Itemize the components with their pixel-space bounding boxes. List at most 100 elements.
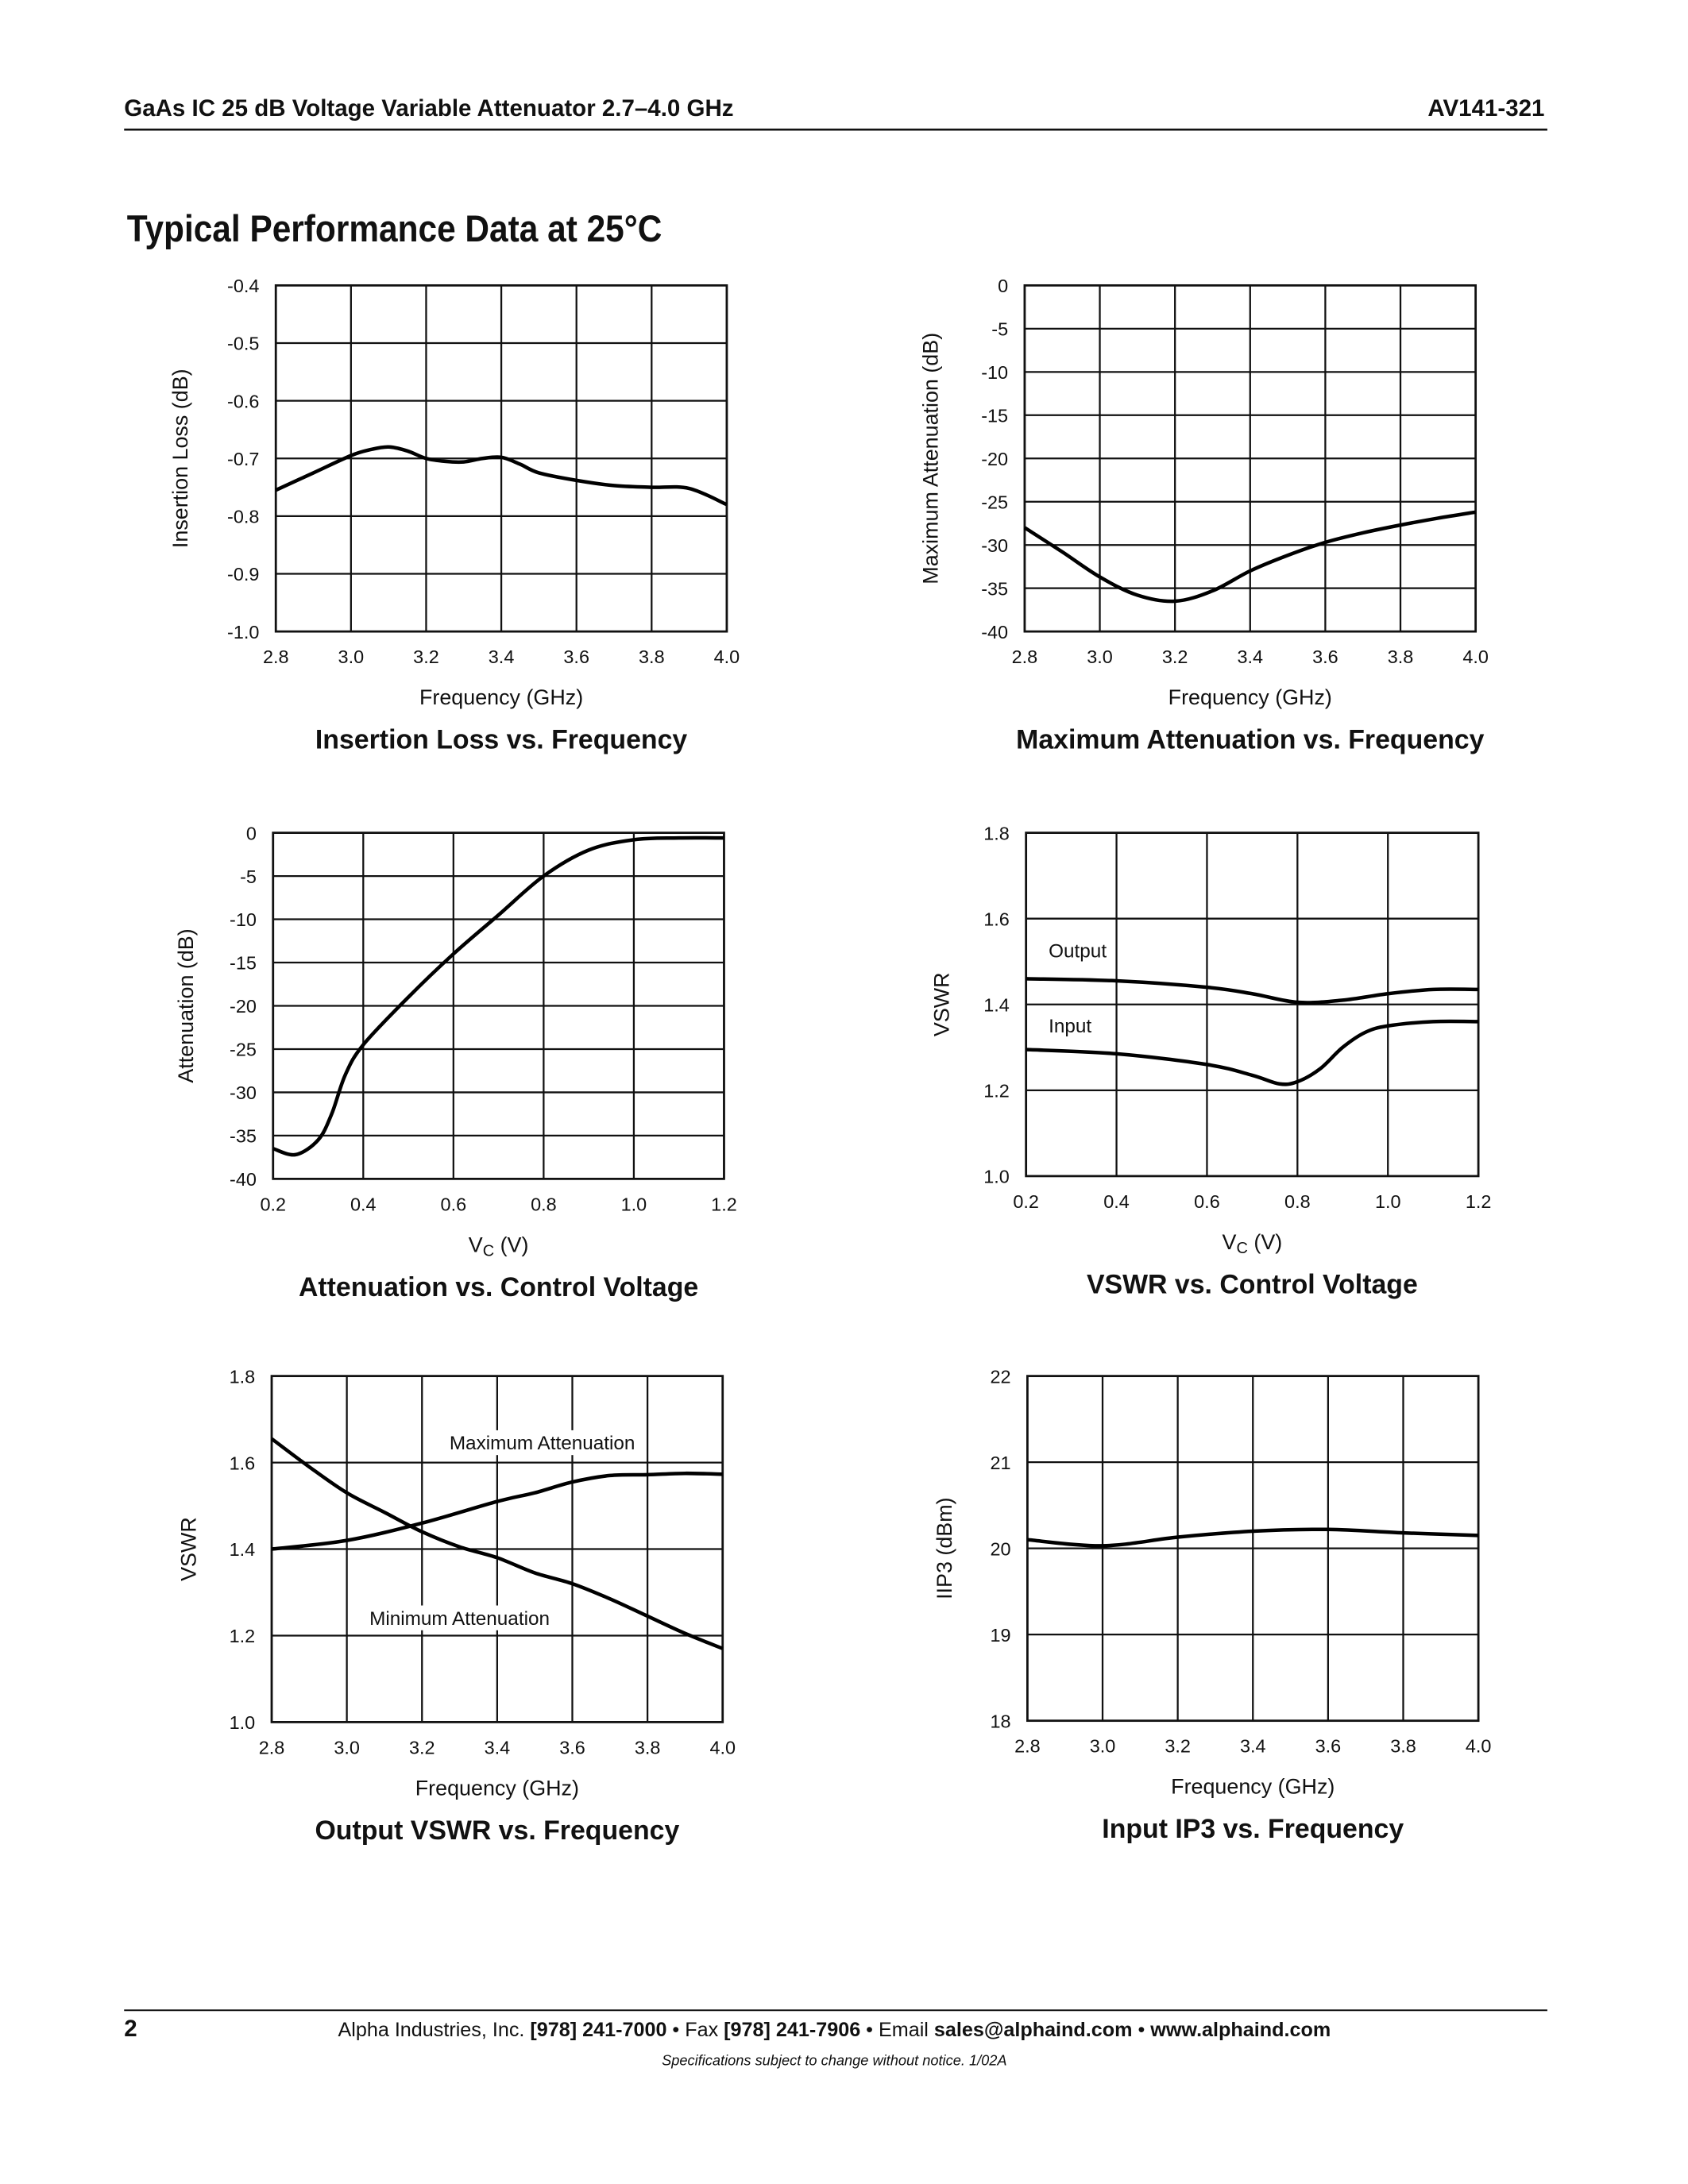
plot-frame (1025, 832, 1480, 1178)
x-axis-label: Frequency (GHz) (1168, 685, 1332, 709)
chart-title: VSWR vs. Control Voltage (1087, 1269, 1418, 1299)
x-tick-label: 2.8 (259, 1737, 285, 1758)
y-tick-label: -10 (230, 909, 257, 930)
x-tick-label: 3.2 (1162, 646, 1188, 667)
x-tick-label: 3.2 (409, 1737, 435, 1758)
separator: • (1133, 2019, 1151, 2041)
x-tick-label: 3.6 (559, 1737, 585, 1758)
y-tick-label: -0.8 (227, 507, 259, 527)
footer-note: Specifications subject to change without… (662, 2053, 1006, 2069)
y-tick-label: -5 (991, 319, 1008, 340)
series-label: Minimum Attenuation (369, 1608, 550, 1630)
x-tick-label: 0.6 (1194, 1191, 1220, 1212)
series-line (1023, 510, 1476, 604)
x-tick-label: 3.2 (1165, 1736, 1191, 1757)
x-axis-label: Frequency (GHz) (1171, 1775, 1335, 1799)
page-number: 2 (124, 2016, 137, 2042)
x-tick-label: 4.0 (1466, 1736, 1492, 1757)
x-tick-label: 3.4 (1238, 646, 1264, 667)
x-tick-label: 3.6 (1315, 1736, 1342, 1757)
y-tick-label: 0 (998, 276, 1008, 296)
label-background (359, 1605, 560, 1630)
x-tick-label: 2.8 (1012, 646, 1038, 667)
x-axis-label: VC (V) (1223, 1230, 1283, 1257)
chart-4: 0.2 0.4 0.6 0.8 1.0 1.2 1.0 1.2 1.4 1.6 1.8 Output I… (929, 823, 1491, 1299)
y-tick-label: 1.4 (230, 1539, 256, 1560)
x-tick-label: 2.8 (1014, 1736, 1041, 1757)
y-tick-label: -0.6 (227, 391, 259, 411)
x-tick-label: 1.2 (711, 1194, 737, 1214)
y-tick-label: 1.8 (983, 823, 1010, 843)
y-tick-label: 1.2 (230, 1626, 256, 1646)
email-link[interactable]: sales@alphaind.com (934, 2019, 1133, 2041)
x-tick-label: 3.8 (1388, 646, 1414, 667)
y-tick-label: 21 (991, 1453, 1011, 1473)
fax-number: [978] 241-7906 (724, 2019, 860, 2041)
x-axis-label-main: V (1223, 1230, 1237, 1254)
y-tick-label: -40 (230, 1169, 257, 1190)
x-axis-label: Frequency (GHz) (419, 685, 583, 709)
y-axis-label: Attenuation (dB) (174, 928, 198, 1082)
series-line (1026, 977, 1479, 1005)
x-tick-label: 0.8 (1284, 1191, 1311, 1212)
x-tick-label: 4.0 (1462, 646, 1489, 667)
x-tick-label: 2.8 (263, 646, 289, 667)
y-tick-label: -5 (240, 866, 257, 887)
y-tick-label: 22 (991, 1366, 1011, 1387)
y-tick-label: 1.0 (230, 1712, 256, 1733)
chart-1: 2.8 3.0 3.2 3.4 3.6 3.8 4.0 -1.0 -0.9 -0.8 -0.7 -0.… (168, 276, 740, 755)
chart-title: Input IP3 vs. Frequency (1102, 1814, 1404, 1844)
series-label: Maximum Attenuation (450, 1433, 635, 1454)
website-link[interactable]: www.alphaind.com (1149, 2019, 1331, 2041)
x-tick-label: 3.0 (1087, 646, 1113, 667)
plot-frame (1023, 284, 1477, 633)
chart-5: 2.8 3.0 3.2 3.4 3.6 3.8 4.0 1.0 1.2 1.4 1.6 1.8 Maxi… (177, 1366, 736, 1846)
y-tick-label: -1.0 (227, 622, 259, 642)
y-axis-label: VSWR (929, 972, 953, 1036)
x-tick-label: 0.6 (441, 1194, 467, 1214)
y-tick-label: 1.6 (983, 909, 1010, 929)
y-tick-label: -20 (230, 996, 257, 1017)
series-line (272, 835, 724, 1157)
label-background (442, 1430, 643, 1456)
y-tick-label: 19 (991, 1625, 1011, 1646)
series-label: Output (1049, 940, 1107, 962)
chart-title: Attenuation vs. Control Voltage (299, 1272, 698, 1302)
x-tick-label: 3.6 (563, 646, 589, 667)
company-name: Alpha Industries, Inc. (338, 2019, 530, 2041)
plot-frame (1026, 1375, 1480, 1723)
x-tick-label: 3.8 (1390, 1736, 1416, 1757)
chart-title: Maximum Attenuation vs. Frequency (1016, 725, 1484, 755)
x-axis-label-main: V (469, 1233, 483, 1256)
chart-title: Insertion Loss vs. Frequency (315, 725, 687, 755)
y-tick-label: -20 (981, 449, 1008, 469)
series-line (275, 445, 728, 507)
chart-6: 2.8 3.0 3.2 3.4 3.6 3.8 4.0 18 19 20 21 22 Frequency… (933, 1366, 1491, 1844)
x-tick-label: 1.2 (1466, 1191, 1492, 1212)
y-tick-label: -10 (981, 362, 1008, 383)
y-tick-label: -0.4 (227, 276, 259, 296)
x-tick-label: 0.4 (1103, 1191, 1130, 1212)
email-label: • Email (860, 2019, 934, 2041)
series-line (1026, 1019, 1479, 1086)
y-tick-label: -0.5 (227, 334, 259, 354)
x-axis-label-unit: (V) (1248, 1230, 1282, 1254)
x-tick-label: 0.4 (350, 1194, 377, 1214)
phone-number: [978] 241-7000 (530, 2019, 666, 2041)
y-tick-label: 1.6 (230, 1453, 256, 1473)
x-tick-label: 1.0 (1375, 1191, 1401, 1212)
y-axis-label: Insertion Loss (dB) (168, 369, 192, 548)
x-tick-label: 3.8 (635, 1737, 661, 1758)
chart-title: Output VSWR vs. Frequency (315, 1815, 679, 1846)
x-tick-label: 3.4 (489, 646, 515, 667)
y-axis-label: IIP3 (dBm) (933, 1497, 956, 1599)
y-tick-label: -30 (230, 1082, 257, 1103)
x-axis-label-subscript: C (483, 1243, 494, 1260)
y-tick-label: -35 (981, 578, 1008, 599)
series-line (1027, 1527, 1479, 1548)
y-tick-label: -25 (981, 492, 1008, 512)
label-background (1044, 938, 1114, 963)
y-tick-label: -40 (981, 622, 1008, 642)
y-tick-label: 1.4 (983, 994, 1010, 1015)
